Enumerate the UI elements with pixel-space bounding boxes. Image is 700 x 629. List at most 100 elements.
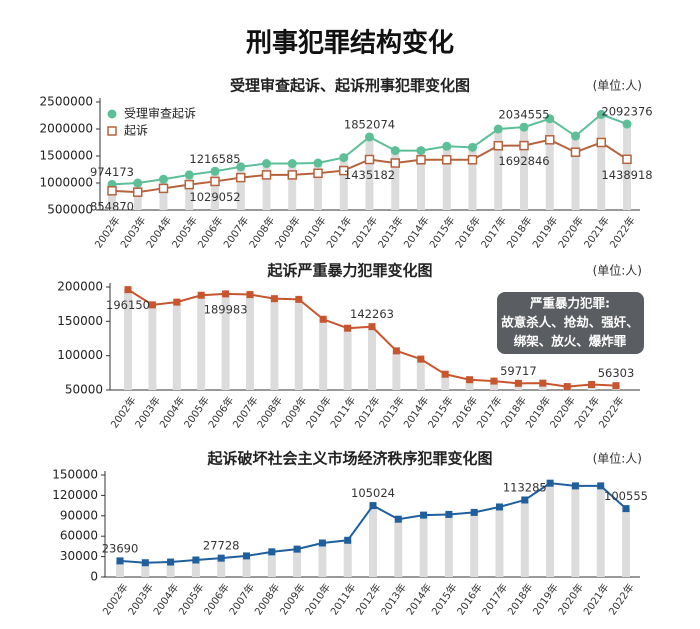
point [365, 132, 374, 142]
point [392, 347, 400, 355]
point [158, 183, 169, 194]
x-tick-label: 2011年 [323, 214, 354, 250]
y-tick-label: 1000000 [40, 176, 93, 190]
y-tick-label: 30000 [60, 549, 98, 563]
point [339, 153, 349, 163]
point [268, 548, 276, 556]
bar [191, 560, 200, 577]
point [222, 290, 230, 298]
point [466, 376, 474, 384]
point [571, 131, 580, 141]
point [339, 165, 349, 176]
x-tick-label: 2018年 [505, 581, 536, 617]
point [159, 174, 168, 184]
bar [394, 519, 403, 577]
annotation-box [497, 292, 644, 354]
bar [468, 147, 477, 210]
bar [339, 157, 348, 210]
point [133, 187, 143, 197]
x-tick-label: 2021年 [580, 581, 611, 617]
y-tick-label: 0 [90, 570, 98, 584]
point [261, 170, 272, 180]
x-tick-label: 2003年 [125, 581, 156, 617]
bar [166, 562, 175, 577]
x-tick-label: 2013年 [378, 581, 409, 617]
bar [294, 299, 303, 390]
point [394, 515, 402, 523]
point [546, 479, 554, 487]
bar [343, 328, 352, 390]
point [493, 124, 503, 134]
point [596, 109, 606, 119]
point [344, 536, 352, 544]
x-tick-label: 2019年 [529, 214, 560, 250]
x-tick-label: 2008年 [252, 581, 283, 617]
point [210, 176, 220, 187]
bar [444, 514, 453, 577]
bar [520, 499, 529, 577]
bar [442, 146, 451, 210]
bar [416, 359, 425, 390]
point [468, 142, 477, 152]
chart-title: 起诉严重暴力犯罪变化图 [266, 262, 432, 280]
x-tick-label: 2021年 [581, 214, 612, 250]
point [416, 146, 426, 156]
point [262, 159, 271, 169]
x-tick-label: 2009年 [277, 581, 308, 617]
bar [246, 294, 254, 390]
value-label: 1438918 [601, 168, 652, 182]
value-label: 1692846 [498, 154, 549, 168]
bar [172, 302, 181, 390]
point [197, 291, 205, 299]
value-label: 2034555 [498, 108, 549, 122]
bar [419, 515, 428, 577]
bar [470, 512, 479, 577]
point [441, 370, 449, 378]
x-tick-label: 2016年 [452, 214, 483, 250]
point [148, 301, 156, 309]
x-tick-label: 2015年 [426, 214, 457, 250]
point [246, 291, 254, 299]
legend-label: 受理审查起诉 [124, 106, 196, 121]
x-tick-label: 2005年 [169, 214, 200, 250]
point [493, 140, 503, 151]
bar [159, 179, 168, 210]
bar [417, 150, 425, 210]
chart-title: 起诉破坏社会主义市场经济秩序犯罪变化图 [206, 450, 492, 468]
bar [116, 560, 124, 577]
point [287, 159, 297, 169]
x-tick-label: 2005年 [176, 581, 207, 617]
point [217, 554, 225, 562]
x-tick-label: 2020年 [555, 214, 586, 250]
x-tick-label: 2006年 [201, 581, 232, 617]
unit-label: (单位:人) [593, 451, 642, 466]
value-label: 27728 [203, 539, 240, 553]
point [293, 545, 301, 553]
bar [319, 319, 328, 390]
point [597, 482, 605, 490]
bar [520, 127, 528, 210]
value-label: 1852074 [344, 117, 395, 131]
x-tick-label: 2017年 [478, 214, 509, 250]
point [167, 558, 175, 566]
x-tick-label: 2008年 [246, 214, 277, 250]
y-tick-label: 150000 [57, 314, 103, 328]
point [563, 383, 571, 391]
bar [318, 543, 327, 577]
main-title: 刑事犯罪结构变化 [246, 28, 454, 59]
point [184, 170, 194, 180]
point [364, 154, 375, 165]
value-label: 23690 [102, 541, 139, 555]
y-tick-label: 50000 [65, 383, 103, 397]
point [173, 298, 181, 306]
point [470, 508, 478, 516]
x-tick-label: 2012年 [349, 214, 380, 250]
unit-label: (单位:人) [593, 78, 642, 93]
annotation-text: 故意杀人、抢劫、强奸、 [501, 315, 639, 330]
bar [622, 508, 630, 577]
point [107, 186, 117, 196]
bar [597, 114, 606, 210]
x-tick-label: 2018年 [504, 214, 535, 250]
bar [494, 129, 503, 210]
